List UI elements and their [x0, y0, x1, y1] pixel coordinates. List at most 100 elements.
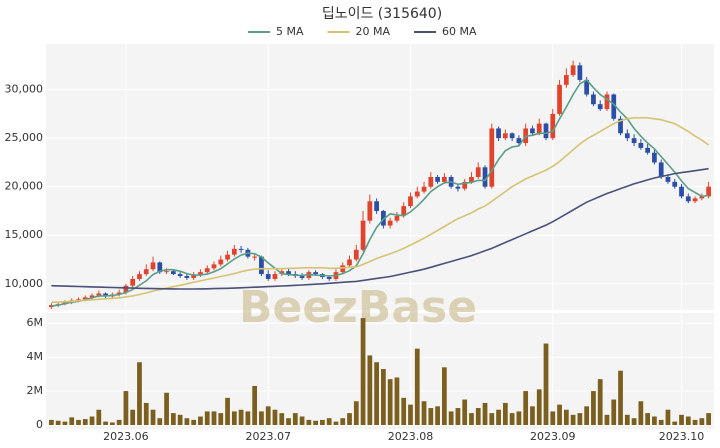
- candle-body: [652, 152, 657, 163]
- volume-bar: [367, 355, 373, 425]
- candle-body: [435, 177, 440, 182]
- volume-bar: [408, 404, 413, 425]
- volume-bar: [672, 421, 678, 425]
- volume-bar: [441, 367, 447, 425]
- candle-body: [570, 65, 576, 76]
- candle-body: [496, 128, 501, 139]
- candle-body: [225, 254, 230, 260]
- volume-bar: [509, 413, 515, 425]
- candle-body: [313, 272, 319, 275]
- volume-bar: [577, 413, 583, 425]
- price-plot: [46, 44, 714, 310]
- candle-body: [563, 75, 569, 85]
- candle-body: [143, 269, 149, 275]
- volume-bar: [259, 411, 264, 425]
- candle-body: [252, 256, 258, 258]
- legend-label: 5 MA: [276, 25, 304, 38]
- volume-bar: [462, 399, 468, 425]
- candle-body: [238, 248, 244, 250]
- volume-bar: [69, 417, 75, 425]
- candle-body: [699, 196, 705, 199]
- candle-body: [665, 177, 671, 182]
- volume-bar: [455, 408, 461, 425]
- legend-label: 60 MA: [442, 25, 477, 38]
- legend-label: 20 MA: [356, 25, 391, 38]
- volume-tick-label: 6M: [27, 316, 44, 329]
- volume-bar: [563, 409, 569, 425]
- candle-body: [204, 268, 210, 273]
- candle-body: [557, 84, 562, 114]
- x-tick-label: 2023.09: [530, 430, 576, 443]
- volume-plot: [46, 313, 714, 429]
- candle-body: [137, 274, 142, 279]
- candle-body: [502, 133, 508, 139]
- volume-bar: [320, 419, 325, 425]
- volume-bar: [421, 401, 427, 425]
- volume-bar: [299, 416, 305, 425]
- volume-bar: [292, 413, 298, 425]
- volume-tick-label: 0: [36, 418, 43, 431]
- candle-body: [326, 276, 332, 279]
- candle-body: [475, 167, 481, 177]
- volume-tick-label: 2M: [27, 384, 44, 397]
- candle-body: [191, 275, 197, 278]
- candle-body: [577, 65, 583, 80]
- candle-body: [428, 177, 434, 187]
- volume-bar: [469, 413, 474, 425]
- candle-body: [265, 274, 271, 279]
- volume-tick-label: 4M: [27, 350, 44, 363]
- candle-body: [584, 79, 590, 95]
- candle-body: [591, 94, 596, 105]
- volume-bar: [550, 411, 556, 425]
- candle-body: [509, 133, 515, 139]
- x-tick-label: 2023.07: [245, 430, 291, 443]
- volume-bar: [191, 419, 197, 425]
- volume-bar: [238, 409, 244, 425]
- volume-bar: [624, 414, 630, 425]
- candle-body: [82, 297, 88, 300]
- volume-bar: [543, 343, 549, 425]
- candle-body: [462, 181, 468, 189]
- candle-body: [374, 201, 379, 211]
- volume-bar: [164, 392, 169, 425]
- volume-bar: [333, 421, 339, 425]
- volume-bar: [658, 419, 664, 425]
- candle-body: [123, 285, 129, 293]
- volume-bar: [150, 409, 156, 425]
- volume-bar: [76, 419, 81, 425]
- candle-body: [150, 262, 156, 270]
- volume-bar: [699, 418, 705, 425]
- candle-body: [550, 113, 556, 139]
- x-tick-label: 2023.10: [659, 430, 705, 443]
- candle-body: [130, 278, 136, 286]
- volume-bar: [211, 411, 217, 425]
- candle-body: [631, 138, 637, 144]
- candle-body: [658, 162, 664, 177]
- y-tick-label: 30,000: [5, 83, 44, 96]
- volume-bar: [170, 413, 176, 425]
- volume-bar: [475, 408, 481, 425]
- volume-bar: [272, 409, 278, 425]
- x-tick-label: 2023.08: [388, 430, 434, 443]
- volume-bar: [157, 418, 163, 425]
- volume-bar: [557, 404, 562, 425]
- candle-body: [597, 104, 603, 110]
- candle-body: [530, 128, 535, 134]
- volume-bar: [591, 391, 596, 425]
- candle-body: [103, 293, 108, 297]
- volume-bar: [177, 414, 183, 425]
- volume-bar: [679, 414, 684, 425]
- volume-bar: [252, 385, 258, 425]
- volume-bar: [387, 379, 393, 425]
- volume-bar: [706, 413, 711, 425]
- candle-body: [353, 249, 359, 260]
- volume-bar: [394, 377, 400, 425]
- x-tick-label: 2023.06: [103, 430, 149, 443]
- volume-bar: [265, 406, 271, 425]
- candle-body: [231, 248, 237, 255]
- candle-body: [394, 215, 400, 221]
- volume-bar: [347, 413, 352, 425]
- volume-bar: [530, 406, 535, 425]
- candle-body: [618, 118, 623, 134]
- candle-body: [49, 305, 54, 308]
